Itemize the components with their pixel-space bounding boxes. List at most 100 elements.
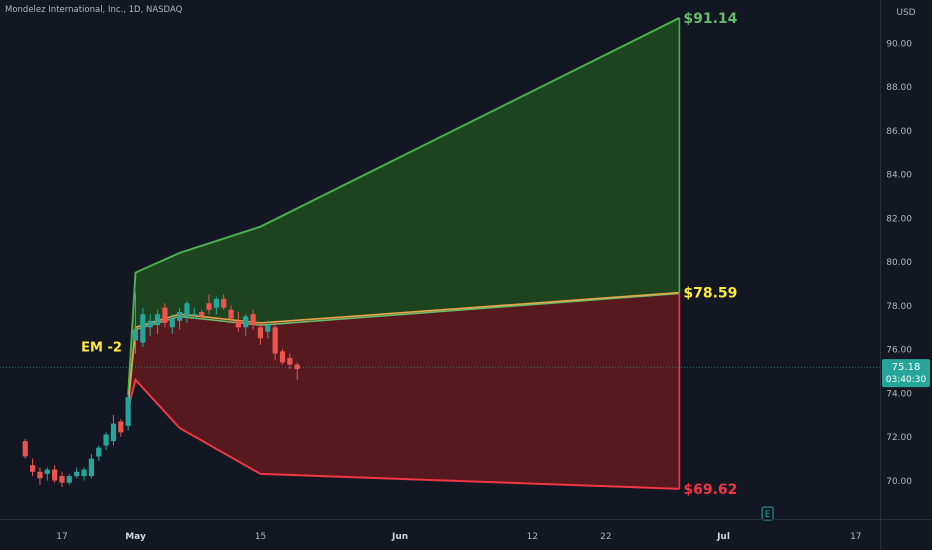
candle[interactable] <box>265 320 271 339</box>
candle-body <box>235 320 241 328</box>
candle[interactable] <box>66 473 72 485</box>
candle[interactable] <box>96 445 102 461</box>
candle-body <box>169 318 175 328</box>
price-badge: 75.18 03:40:30 <box>882 359 930 388</box>
candle-body <box>154 314 161 326</box>
candle[interactable] <box>199 309 205 319</box>
candle-body <box>279 351 286 363</box>
candle[interactable] <box>272 322 278 361</box>
candle[interactable] <box>177 307 183 330</box>
candle-body <box>110 423 117 442</box>
y-tick-label: 78.00 <box>886 302 912 312</box>
candle[interactable] <box>110 414 117 446</box>
x-tick-label: 22 <box>600 532 611 542</box>
x-tick-label: 17 <box>56 532 67 542</box>
candle[interactable] <box>257 322 264 345</box>
candle-body <box>147 320 153 328</box>
candle[interactable] <box>125 392 131 431</box>
candle-body <box>96 447 102 457</box>
candle-body <box>206 303 212 310</box>
candle[interactable] <box>81 467 87 481</box>
candle[interactable] <box>154 309 161 334</box>
y-tick-label: 74.00 <box>886 389 912 399</box>
candle-body <box>140 314 146 343</box>
em-end-label-0: $91.14 <box>683 11 737 27</box>
y-tick-label: 76.00 <box>886 346 912 356</box>
candle-body <box>162 307 168 323</box>
candle-body <box>191 314 197 316</box>
candle[interactable] <box>52 465 58 483</box>
candle[interactable] <box>287 353 293 369</box>
candle[interactable] <box>235 312 241 332</box>
candle-body <box>199 312 205 317</box>
candle[interactable] <box>169 314 175 334</box>
candle[interactable] <box>279 349 286 365</box>
price-axis[interactable]: 70.00 72.00 74.00 76.00 78.00 80.00 82.00 84.00… <box>886 39 912 487</box>
candle[interactable] <box>294 362 300 380</box>
candle[interactable] <box>206 294 212 315</box>
candle-body <box>213 298 219 308</box>
candle[interactable] <box>30 458 36 477</box>
candle[interactable] <box>88 454 94 479</box>
lower-band-line <box>127 377 680 490</box>
candle-body <box>44 469 50 474</box>
candle-body <box>37 471 43 479</box>
candle-body <box>272 327 278 354</box>
candle-body <box>250 314 256 326</box>
candle-body <box>22 441 28 457</box>
candle[interactable] <box>213 296 219 315</box>
y-tick-label: 84.00 <box>886 171 912 181</box>
candle[interactable] <box>250 309 256 330</box>
candle[interactable] <box>184 301 190 323</box>
candle[interactable] <box>132 292 139 354</box>
candle[interactable] <box>22 438 28 459</box>
candle-body <box>125 397 131 426</box>
lower-band-fill <box>128 292 680 489</box>
y-tick-label: 88.00 <box>886 83 912 93</box>
em-label: EM -2 <box>81 340 122 355</box>
candle-body <box>30 465 36 472</box>
em-end-label-1: $78.59 <box>683 286 737 302</box>
candle-body <box>88 458 94 477</box>
candle-body <box>184 303 190 317</box>
candle[interactable] <box>221 294 227 310</box>
candle[interactable] <box>147 314 153 337</box>
candle-body <box>81 469 87 477</box>
x-tick-label: Jun <box>391 532 408 542</box>
candle-body <box>132 329 139 341</box>
price-badge-countdown: 03:40:30 <box>886 375 927 385</box>
candle[interactable] <box>44 467 50 481</box>
candle-body <box>103 434 109 446</box>
event-marker-text: E <box>765 510 770 520</box>
candle[interactable] <box>118 419 124 437</box>
candle-body <box>52 469 58 481</box>
candle-body <box>243 316 249 328</box>
candle[interactable] <box>74 467 80 479</box>
price-badge-price: 75.18 <box>892 362 921 373</box>
candles-layer[interactable] <box>22 292 300 488</box>
y-tick-label: 72.00 <box>886 433 912 443</box>
candle[interactable] <box>140 307 146 348</box>
candle[interactable] <box>228 305 234 323</box>
expected-move-labels: EM -2 $91.14 $78.59 $69.62 <box>81 11 738 498</box>
x-tick-label: 17 <box>850 532 861 542</box>
candle[interactable] <box>243 314 249 337</box>
x-tick-label: 12 <box>527 532 538 542</box>
y-tick-label: 80.00 <box>886 258 912 268</box>
candle-body <box>118 421 124 433</box>
expected-move-layer <box>127 17 681 490</box>
candle[interactable] <box>37 467 43 485</box>
upper-band-line <box>127 17 680 396</box>
candle[interactable] <box>59 471 65 488</box>
em-end-label-2: $69.62 <box>683 482 737 498</box>
candle-body <box>221 298 227 308</box>
candle[interactable] <box>162 303 168 328</box>
y-tick-label: 82.00 <box>886 214 912 224</box>
symbol-title: Mondelez International, Inc., 1D, NASDAQ <box>5 5 183 15</box>
candle[interactable] <box>103 432 109 450</box>
candle[interactable] <box>191 307 197 319</box>
time-axis[interactable]: 17May15Jun1222Jul17Aug14 <box>56 532 932 542</box>
candle-body <box>66 476 72 483</box>
candle-body <box>59 476 65 483</box>
